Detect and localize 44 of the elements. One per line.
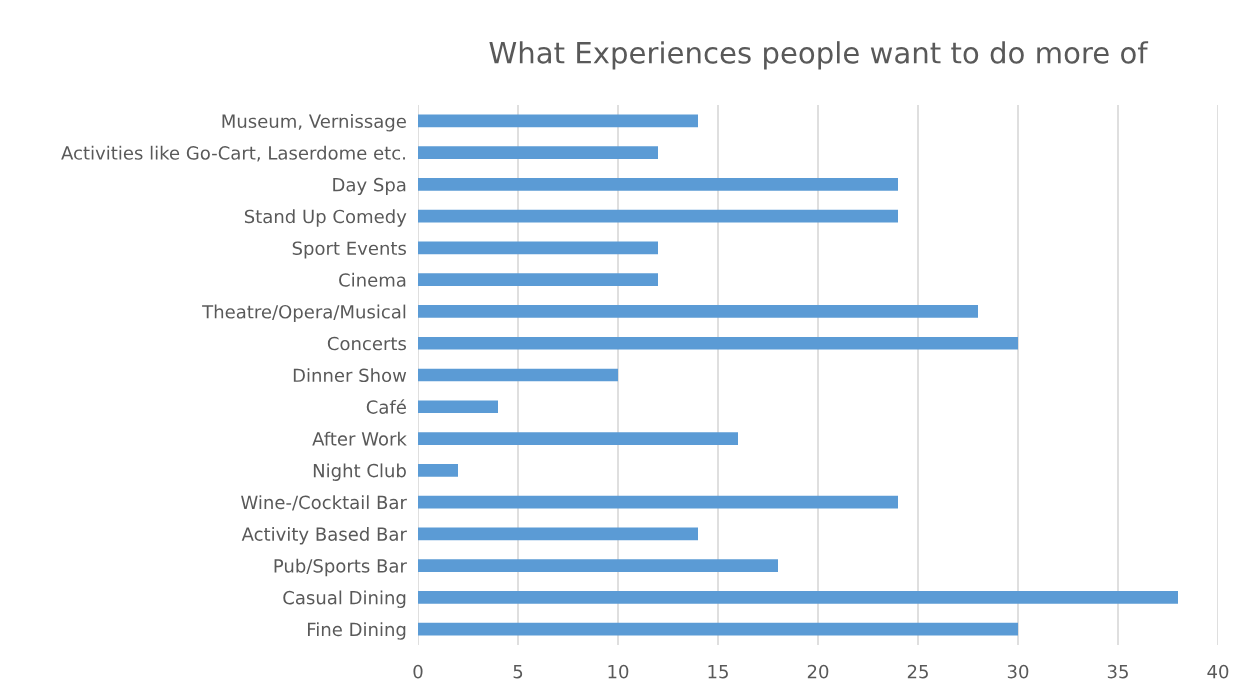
y-tick-label: Theatre/Opera/Musical (202, 304, 406, 323)
x-tick-label: 5 (513, 665, 523, 679)
x-tick-label: 20 (807, 664, 829, 679)
y-tick-label: Stand Up Comedy (244, 209, 407, 227)
y-tick-label: Day Spa (333, 177, 406, 196)
y-tick-label: Concerts (327, 336, 407, 351)
bar (418, 146, 658, 159)
bar (418, 559, 778, 572)
x-tick-label: 0 (413, 664, 423, 679)
y-tick-label: Pub/Sports Bar (274, 558, 407, 577)
x-tick-label: 10 (608, 664, 629, 679)
bar (418, 622, 1018, 636)
y-tick-label: Sport Events (292, 241, 407, 259)
y-tick-label: Dinner Show (293, 368, 407, 383)
x-tick-label: 30 (1007, 664, 1029, 679)
bar (418, 368, 618, 382)
y-tick-label: Night Club (313, 463, 406, 481)
bar (418, 432, 738, 445)
x-tick-label: 35 (1107, 664, 1128, 679)
bar (418, 178, 898, 191)
x-tick-label: 40 (1207, 664, 1229, 679)
bar (418, 241, 658, 255)
bar (418, 336, 1018, 350)
bar (418, 400, 498, 414)
y-tick-label: Cinema (339, 272, 406, 287)
x-tick-label: 15 (708, 665, 728, 679)
bar (418, 273, 658, 287)
bar (418, 209, 898, 223)
bar (418, 495, 898, 509)
y-tick-label: Café (366, 399, 406, 414)
y-tick-label: Fine Dining (308, 622, 406, 640)
bar (418, 591, 1178, 604)
bar (418, 114, 698, 128)
y-tick-label: Casual Dining (283, 590, 406, 608)
bar (418, 463, 458, 477)
y-tick-label: Museum, Vernissage (222, 114, 406, 132)
y-tick-label: Activity Based Bar (241, 526, 407, 545)
chart-title: What Experiences people want to do more of (489, 41, 1149, 70)
bar (418, 527, 698, 541)
y-tick-label: After Work (312, 431, 407, 446)
y-tick-label: Activities like Go-Cart, Laserdome etc. (61, 145, 405, 162)
x-tick-label: 25 (907, 664, 928, 679)
bar (418, 305, 978, 318)
y-tick-label: Wine-/Cocktail Bar (241, 495, 407, 511)
